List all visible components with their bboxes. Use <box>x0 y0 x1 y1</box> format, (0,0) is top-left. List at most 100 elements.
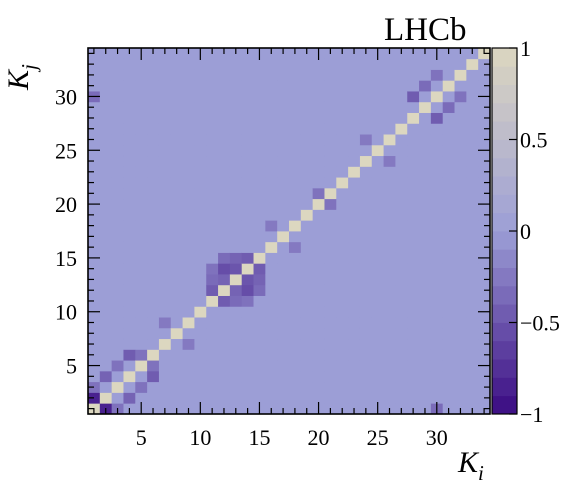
heatmap-cell <box>430 392 444 404</box>
heatmap-cell <box>182 134 195 146</box>
heatmap-cell <box>241 284 254 296</box>
heatmap-cell <box>312 80 325 92</box>
heatmap-cell <box>442 317 455 329</box>
x-axis-label: Ki <box>457 446 484 485</box>
heatmap-cell <box>135 327 148 340</box>
heatmap-cell <box>442 360 455 372</box>
heatmap-cell <box>277 112 290 124</box>
heatmap-cell <box>395 112 408 124</box>
heatmap-cell <box>229 101 243 113</box>
heatmap-cell <box>194 101 207 113</box>
heatmap-cell <box>454 58 467 70</box>
heatmap-cell <box>336 220 349 232</box>
heatmap-cell <box>123 69 136 81</box>
heatmap-cell <box>265 381 278 393</box>
heatmap-cell <box>135 220 148 232</box>
heatmap-cell <box>241 274 254 286</box>
heatmap-cell <box>348 338 361 350</box>
heatmap-cell <box>158 220 172 232</box>
heatmap-cell <box>419 91 432 103</box>
heatmap-cell <box>454 370 467 383</box>
heatmap-cell <box>289 112 302 124</box>
heatmap-cell <box>206 209 219 221</box>
heatmap-cell <box>182 91 195 103</box>
heatmap-cell <box>324 252 337 264</box>
heatmap-cell <box>312 349 325 361</box>
y-axis-label-main: K <box>2 68 35 91</box>
heatmap-cell <box>170 177 183 189</box>
heatmap-cell <box>99 91 113 103</box>
heatmap-cell <box>111 220 124 232</box>
heatmap-cell <box>88 381 101 393</box>
heatmap-cell <box>312 241 325 253</box>
heatmap-cell <box>111 144 124 157</box>
heatmap-cell <box>88 295 101 307</box>
heatmap-cell <box>88 58 101 70</box>
heatmap-cell <box>194 381 207 393</box>
heatmap-cell <box>147 338 160 350</box>
heatmap-cell <box>88 112 101 124</box>
heatmap-cell <box>99 370 113 383</box>
diagonal-cell <box>147 349 160 361</box>
heatmap-cell <box>265 274 278 286</box>
heatmap-cell <box>383 58 396 70</box>
heatmap-cell <box>407 231 420 243</box>
heatmap-cell <box>348 306 361 318</box>
heatmap-cell <box>407 284 420 296</box>
heatmap-cell <box>466 91 479 103</box>
heatmap-cell <box>265 349 278 361</box>
heatmap-cell <box>194 370 207 383</box>
colorbar-tick-label: 0 <box>520 219 531 244</box>
heatmap-cell <box>466 241 479 253</box>
heatmap-cell <box>419 112 432 124</box>
heatmap-cell <box>430 317 444 329</box>
heatmap-cell <box>253 381 266 393</box>
heatmap-cell <box>348 327 361 340</box>
heatmap-cell <box>123 317 136 329</box>
heatmap-cell <box>253 295 266 307</box>
heatmap-cell <box>182 360 195 372</box>
heatmap-cell <box>111 198 124 210</box>
heatmap-cell <box>407 252 420 264</box>
heatmap-cell <box>419 317 432 329</box>
heatmap-cell <box>442 101 455 113</box>
heatmap-cell <box>99 80 113 92</box>
heatmap-cell <box>348 295 361 307</box>
heatmap-cell <box>407 360 420 372</box>
colorbar-segment <box>492 249 517 268</box>
heatmap-cell <box>182 144 195 157</box>
heatmap-cell <box>371 231 384 243</box>
heatmap-cells <box>88 48 491 415</box>
heatmap-cell <box>206 274 219 286</box>
heatmap-cell <box>135 166 148 178</box>
heatmap-cell <box>442 220 455 232</box>
heatmap-cell <box>348 80 361 92</box>
heatmap-cell <box>359 252 373 264</box>
x-axis-label-main: K <box>457 446 480 479</box>
y-tick-label: 30 <box>55 84 77 109</box>
heatmap-cell <box>419 338 432 350</box>
heatmap-cell <box>241 187 254 200</box>
colorbar-segment <box>492 395 517 415</box>
heatmap-cell <box>253 69 266 81</box>
heatmap-cell <box>454 166 467 178</box>
heatmap-cell <box>395 263 408 275</box>
heatmap-cell <box>348 220 361 232</box>
heatmap-cell <box>170 360 183 372</box>
heatmap-cell <box>277 392 290 404</box>
heatmap-cell <box>253 231 266 243</box>
heatmap-cell <box>88 327 101 340</box>
heatmap-cell <box>88 317 101 329</box>
heatmap-cell <box>466 112 479 124</box>
heatmap-cell <box>194 80 207 92</box>
heatmap-cell <box>324 327 337 340</box>
heatmap-cell <box>194 327 207 340</box>
heatmap-cell <box>99 112 113 124</box>
heatmap-cell <box>383 220 396 232</box>
heatmap-cell <box>241 177 254 189</box>
heatmap-cell <box>241 295 254 307</box>
heatmap-cell <box>265 187 278 200</box>
heatmap-cell <box>371 155 384 167</box>
heatmap-cell <box>265 306 278 318</box>
heatmap-cell <box>88 241 101 253</box>
